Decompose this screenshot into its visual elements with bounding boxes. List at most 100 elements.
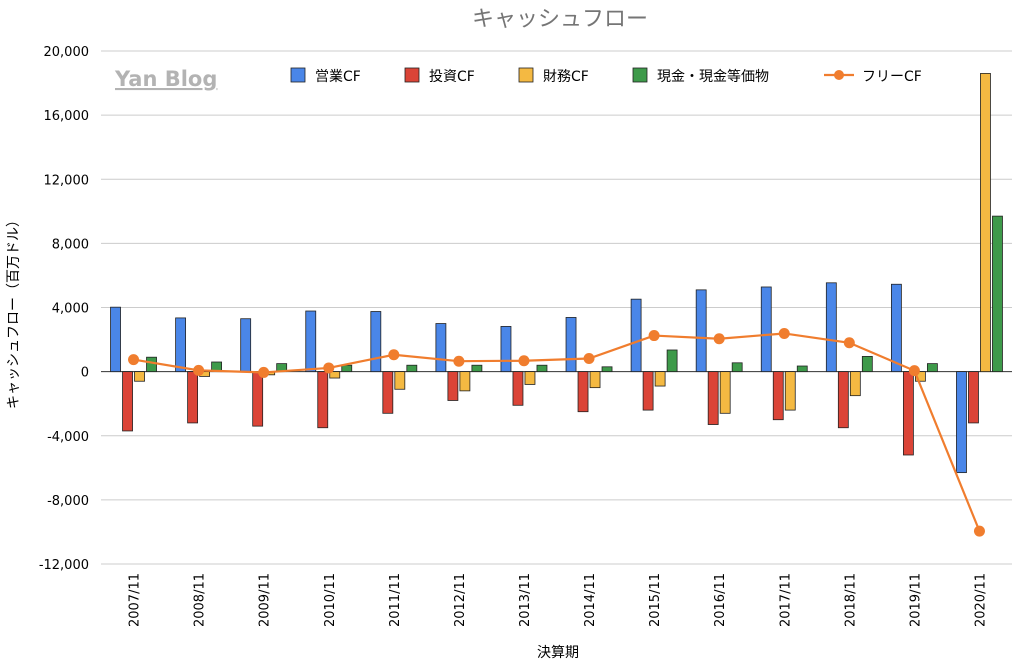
bar-投資CF-2014/11 bbox=[577, 371, 589, 413]
bar-営業CF-2013/11 bbox=[500, 326, 512, 373]
bar-営業CF-2014/11 bbox=[565, 317, 577, 373]
x-tick-label: 2013/11 bbox=[518, 573, 533, 627]
chart-title: キャッシュフロー bbox=[472, 7, 648, 32]
legend-swatch-現金・現金等価物 bbox=[632, 67, 648, 83]
x-tick-label: 2007/11 bbox=[128, 573, 143, 627]
bar-現金・現金等価物-2013/11 bbox=[536, 364, 548, 373]
y-tick-label: 8,000 bbox=[52, 237, 89, 252]
bar-現金・現金等価物-2018/11 bbox=[861, 355, 873, 373]
y-tick-label: 20,000 bbox=[44, 45, 90, 60]
legend-label: 営業CF bbox=[315, 69, 361, 85]
bar-財務CF-2020/11 bbox=[980, 73, 991, 373]
bar-投資CF-2018/11 bbox=[837, 371, 849, 429]
point-フリーCF-2008/11 bbox=[193, 364, 205, 376]
x-tick-label: 2014/11 bbox=[583, 573, 598, 627]
legend-swatch-財務CF bbox=[518, 67, 534, 83]
bar-財務CF-2014/11 bbox=[589, 371, 601, 389]
y-tick-label: 16,000 bbox=[44, 109, 90, 124]
x-tick-label: 2017/11 bbox=[778, 573, 793, 627]
bar-投資CF-2017/11 bbox=[772, 371, 784, 421]
legend-label: 財務CF bbox=[543, 69, 589, 85]
bar-投資CF-2010/11 bbox=[317, 371, 329, 429]
point-フリーCF-2015/11 bbox=[648, 330, 660, 342]
bar-投資CF-2016/11 bbox=[707, 371, 719, 425]
bar-投資CF-2009/11 bbox=[252, 371, 264, 427]
bar-現金・現金等価物-2010/11 bbox=[341, 364, 353, 373]
bar-現金・現金等価物-2019/11 bbox=[926, 363, 938, 373]
bar-営業CF-2016/11 bbox=[695, 289, 707, 373]
point-フリーCF-2020/11 bbox=[973, 525, 985, 537]
bar-投資CF-2020/11 bbox=[968, 371, 979, 424]
bar-営業CF-2017/11 bbox=[760, 286, 772, 373]
bar-財務CF-2013/11 bbox=[524, 371, 536, 385]
point-フリーCF-2016/11 bbox=[713, 333, 725, 345]
legend-label: 現金・現金等価物 bbox=[657, 68, 769, 85]
bar-現金・現金等価物-2014/11 bbox=[601, 366, 613, 373]
x-tick-label: 2010/11 bbox=[323, 573, 338, 627]
point-フリーCF-2018/11 bbox=[843, 337, 855, 349]
point-フリーCF-2019/11 bbox=[908, 365, 920, 377]
point-フリーCF-2014/11 bbox=[583, 352, 595, 364]
x-tick-label: 2018/11 bbox=[843, 573, 858, 627]
y-tick-label: -4,000 bbox=[47, 430, 89, 445]
y-tick-label: 0 bbox=[81, 366, 89, 381]
bar-現金・現金等価物-2012/11 bbox=[471, 364, 483, 373]
point-フリーCF-2007/11 bbox=[128, 354, 140, 366]
bar-財務CF-2019/11 bbox=[914, 371, 926, 382]
y-axis-ticks: -12,000 -8,000 -4,000 0 4,000 8,000 12,000 16,0… bbox=[39, 45, 89, 573]
bar-財務CF-2017/11 bbox=[784, 371, 796, 411]
bars bbox=[110, 73, 1003, 474]
bar-現金・現金等価物-2011/11 bbox=[406, 364, 418, 373]
bar-投資CF-2013/11 bbox=[512, 371, 524, 406]
bar-財務CF-2007/11 bbox=[134, 371, 145, 382]
bar-投資CF-2015/11 bbox=[642, 371, 654, 411]
legend-swatch-営業CF bbox=[290, 67, 306, 83]
x-axis-label: 決算期 bbox=[537, 645, 579, 661]
point-フリーCF-2010/11 bbox=[323, 362, 335, 374]
legend-swatch-投資CF bbox=[404, 67, 420, 83]
bar-営業CF-2012/11 bbox=[435, 323, 447, 373]
bar-現金・現金等価物-2020/11 bbox=[992, 215, 1003, 373]
x-tick-label: 2012/11 bbox=[453, 573, 468, 627]
x-tick-label: 2016/11 bbox=[713, 573, 728, 627]
point-フリーCF-2012/11 bbox=[453, 355, 465, 367]
bar-財務CF-2012/11 bbox=[459, 371, 471, 392]
bar-現金・現金等価物-2017/11 bbox=[796, 365, 808, 373]
bar-財務CF-2016/11 bbox=[719, 371, 731, 414]
x-tick-label: 2019/11 bbox=[908, 573, 923, 627]
bar-営業CF-2010/11 bbox=[305, 310, 317, 373]
bar-営業CF-2015/11 bbox=[630, 298, 642, 373]
y-tick-label: 12,000 bbox=[44, 173, 90, 188]
point-フリーCF-2013/11 bbox=[518, 355, 530, 367]
x-tick-label: 2011/11 bbox=[388, 573, 403, 627]
bar-営業CF-2007/11 bbox=[110, 306, 121, 373]
legend-label: 投資CF bbox=[429, 69, 475, 85]
y-axis-label: キャッシュフロー（百万ドル） bbox=[6, 213, 22, 409]
bar-投資CF-2019/11 bbox=[902, 371, 914, 456]
x-tick-label: 2020/11 bbox=[973, 573, 988, 627]
bar-投資CF-2007/11 bbox=[122, 371, 133, 432]
x-tick-label: 2008/11 bbox=[193, 573, 208, 627]
x-axis-ticks: 2007/11 2008/11 2009/11 2010/11 2011/11 2012/… bbox=[128, 573, 989, 627]
watermark-logo: Yan Blog bbox=[114, 67, 217, 91]
bar-営業CF-2018/11 bbox=[825, 282, 837, 373]
x-tick-label: 2009/11 bbox=[258, 573, 273, 627]
y-tick-label: -12,000 bbox=[39, 558, 89, 573]
bar-営業CF-2019/11 bbox=[890, 283, 902, 373]
y-tick-label: 4,000 bbox=[52, 302, 89, 317]
free-cf-line-series bbox=[128, 327, 985, 537]
legend-label: フリーCF bbox=[862, 69, 922, 85]
bar-現金・現金等価物-2007/11 bbox=[146, 356, 157, 373]
bar-現金・現金等価物-2015/11 bbox=[666, 349, 678, 373]
line-フリーCF bbox=[133, 332, 981, 532]
bar-投資CF-2008/11 bbox=[187, 371, 199, 424]
y-tick-label: -8,000 bbox=[47, 494, 89, 509]
bar-営業CF-2009/11 bbox=[240, 318, 252, 373]
x-tick-label: 2015/11 bbox=[648, 573, 663, 627]
bar-投資CF-2011/11 bbox=[382, 371, 394, 414]
bar-財務CF-2018/11 bbox=[849, 371, 861, 397]
bar-投資CF-2012/11 bbox=[447, 371, 459, 401]
